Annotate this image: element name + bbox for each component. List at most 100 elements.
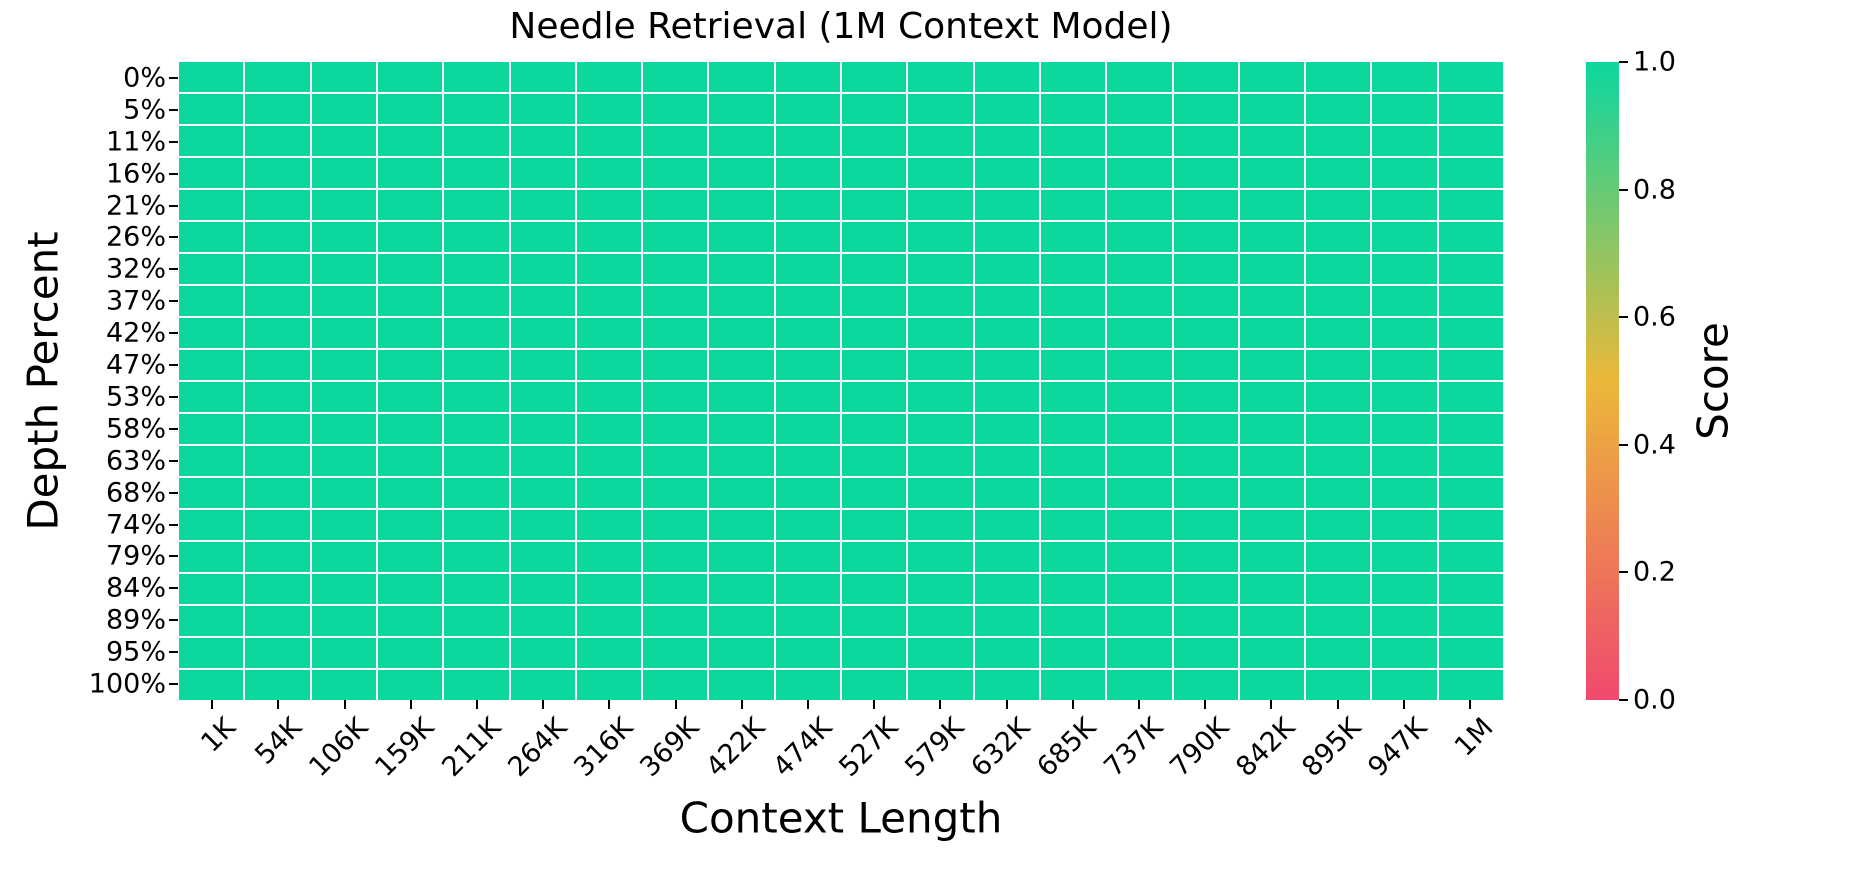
heatmap-cell xyxy=(842,318,907,348)
heatmap-cell xyxy=(510,478,575,508)
heatmap-cell xyxy=(1306,94,1371,124)
colorbar-tick-mark xyxy=(1619,699,1628,701)
heatmap-cell xyxy=(576,574,642,604)
heatmap-cell xyxy=(1306,446,1371,476)
heatmap-cell xyxy=(1239,318,1305,348)
heatmap-cell xyxy=(709,542,774,572)
heatmap-cell xyxy=(974,606,1039,636)
heatmap-cell xyxy=(974,126,1039,156)
y-tick-mark xyxy=(169,619,178,622)
heatmap-cell xyxy=(775,158,840,188)
x-tick-label: 54K xyxy=(249,712,309,771)
heatmap-cell xyxy=(1239,638,1305,668)
heatmap-cell xyxy=(974,414,1039,444)
heatmap-cell xyxy=(179,478,244,508)
heatmap-cell xyxy=(510,670,575,700)
heatmap-cell xyxy=(908,62,973,92)
x-tick-mark xyxy=(740,700,743,709)
heatmap-cell xyxy=(444,254,509,284)
heatmap-cell xyxy=(1438,158,1503,188)
heatmap-cell xyxy=(1372,222,1437,252)
heatmap-cell xyxy=(1239,510,1305,540)
colorbar-tick-label: 0.6 xyxy=(1633,301,1676,333)
heatmap-cell xyxy=(179,62,244,92)
heatmap-cell xyxy=(377,318,443,348)
heatmap-cell xyxy=(775,254,840,284)
heatmap-cell xyxy=(510,574,575,604)
heatmap-cell xyxy=(974,94,1039,124)
heatmap-cell xyxy=(709,510,774,540)
heatmap-cell xyxy=(444,350,509,380)
x-tick-label: 422K xyxy=(700,712,772,783)
heatmap-cell xyxy=(1372,158,1437,188)
y-tick-mark xyxy=(169,236,178,239)
x-tick-mark xyxy=(1137,700,1140,709)
heatmap-cell xyxy=(1372,574,1437,604)
heatmap-cell xyxy=(974,638,1039,668)
heatmap-cell xyxy=(775,638,840,668)
heatmap-cell xyxy=(709,318,774,348)
heatmap-cell xyxy=(377,286,443,316)
heatmap-cell xyxy=(1239,542,1305,572)
heatmap-cell xyxy=(576,158,642,188)
heatmap-cell xyxy=(842,510,907,540)
heatmap-cell xyxy=(179,94,244,124)
x-tick-mark xyxy=(1402,700,1405,709)
heatmap-cell xyxy=(311,190,376,220)
y-tick-mark xyxy=(169,172,178,175)
x-tick-label: 159K xyxy=(369,712,441,783)
heatmap-cell xyxy=(1306,478,1371,508)
heatmap-cell xyxy=(444,478,509,508)
heatmap-cell xyxy=(643,382,708,412)
heatmap-cell xyxy=(576,190,642,220)
y-tick-label: 0% xyxy=(123,62,166,94)
heatmap-cell xyxy=(510,190,575,220)
heatmap-cell xyxy=(842,254,907,284)
heatmap-cell xyxy=(974,286,1039,316)
heatmap-cell xyxy=(377,414,443,444)
heatmap-cell xyxy=(908,510,973,540)
colorbar-tick-mark xyxy=(1619,571,1628,574)
heatmap-cell xyxy=(377,350,443,380)
heatmap-cell xyxy=(643,222,708,252)
heatmap-cell xyxy=(908,574,973,604)
heatmap-cell xyxy=(775,318,840,348)
heatmap-cell xyxy=(1372,542,1437,572)
heatmap-cell xyxy=(1040,510,1106,540)
heatmap-cell xyxy=(974,350,1039,380)
heatmap-cell xyxy=(245,318,310,348)
y-tick-mark xyxy=(169,587,178,590)
heatmap-cell xyxy=(510,510,575,540)
heatmap-cell xyxy=(377,62,443,92)
x-tick-mark xyxy=(608,700,611,709)
heatmap-cell xyxy=(842,638,907,668)
heatmap-cell xyxy=(1239,414,1305,444)
x-tick-mark xyxy=(873,700,876,709)
y-tick-mark xyxy=(169,300,178,303)
heatmap-cell xyxy=(1040,318,1106,348)
colorbar-tick-mark xyxy=(1619,188,1628,191)
y-tick-label: 53% xyxy=(105,381,166,413)
heatmap-cell xyxy=(1372,478,1437,508)
heatmap-cell xyxy=(510,286,575,316)
heatmap-cell xyxy=(1107,158,1172,188)
y-tick-label: 68% xyxy=(105,477,166,509)
heatmap-cell xyxy=(1438,350,1503,380)
heatmap-cell xyxy=(1107,190,1172,220)
heatmap-cell xyxy=(974,478,1039,508)
heatmap-cell xyxy=(1239,190,1305,220)
x-tick-label: 895K xyxy=(1296,712,1368,783)
y-tick-label: 42% xyxy=(105,317,166,349)
heatmap-cell xyxy=(1372,670,1437,700)
heatmap-cell xyxy=(444,606,509,636)
x-tick-mark xyxy=(939,700,942,709)
heatmap-cell xyxy=(576,318,642,348)
heatmap-cell xyxy=(245,382,310,412)
heatmap-cell xyxy=(1239,478,1305,508)
heatmap-cell xyxy=(908,286,973,316)
heatmap-cell xyxy=(245,254,310,284)
y-tick-mark xyxy=(169,651,178,654)
heatmap-cell xyxy=(179,446,244,476)
heatmap-cell xyxy=(775,382,840,412)
heatmap-cell xyxy=(1239,606,1305,636)
